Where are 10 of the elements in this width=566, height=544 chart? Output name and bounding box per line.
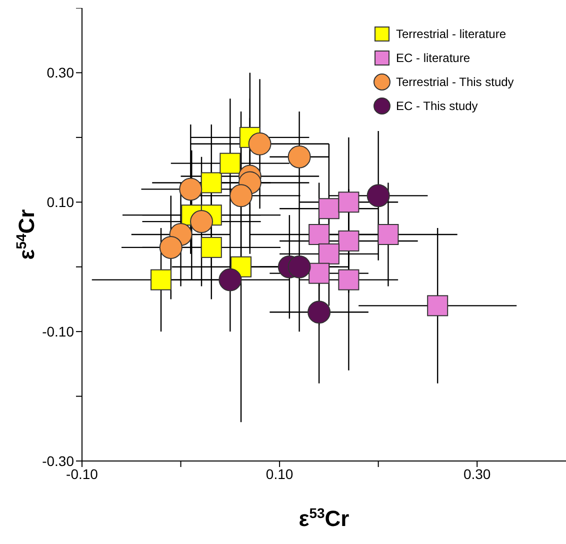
x-axis-title: ε$^{53}$Cr: [298, 505, 350, 531]
legend-label: EC - This study: [396, 99, 478, 113]
legend-label: Terrestrial - This study: [396, 75, 514, 89]
x-tick-label: 0.30: [463, 466, 491, 482]
legend-label: EC - literature: [396, 51, 470, 65]
legend-label: Terrestrial - literature: [396, 27, 506, 41]
y-tick-label: 0.10: [46, 194, 74, 210]
x-tick-label: 0.10: [266, 466, 294, 482]
y-tick-label: -0.10: [42, 324, 74, 340]
y-tick-label: 0.30: [46, 64, 74, 81]
